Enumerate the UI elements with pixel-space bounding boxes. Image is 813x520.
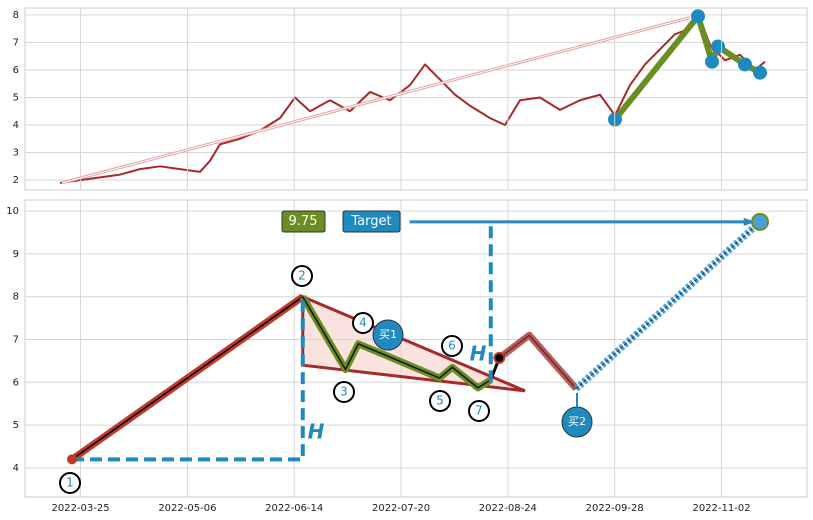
pivot <box>691 9 705 24</box>
wave-marker <box>441 335 463 357</box>
y-tick-label: 6 <box>13 65 19 76</box>
proj-core <box>575 221 761 390</box>
y-tick-label: 4 <box>13 120 19 131</box>
pivot <box>705 54 719 69</box>
x-tick-label: 2022-05-06 <box>158 503 216 514</box>
wave-label: 4 <box>359 316 367 330</box>
wave-label: 5 <box>436 394 444 408</box>
wave-marker <box>429 390 451 412</box>
y-tick-label: 3 <box>13 148 19 159</box>
start-point <box>67 454 78 465</box>
bottom-plot: 4 5 6 7 8 9 10 2022-03-25 2022-05-06 2022-06-14 20… <box>6 200 807 514</box>
x-tick-label: 2022-09-28 <box>586 503 644 514</box>
wave-label: 6 <box>448 339 456 353</box>
y-tick-label: 5 <box>13 92 19 103</box>
h-line <box>72 296 305 462</box>
y-tick-label: 10 <box>6 206 19 217</box>
wave-marker <box>291 265 313 287</box>
price <box>59 16 766 184</box>
zigzag-core <box>302 296 492 389</box>
wave-label: 1 <box>66 476 74 490</box>
y-tick-label: 7 <box>13 335 19 346</box>
y-tick-label: 5 <box>13 420 19 431</box>
y-tick-label: 8 <box>13 10 19 21</box>
wave-label: 3 <box>340 385 348 399</box>
y-tick-label: 4 <box>13 463 19 474</box>
breakout-point <box>493 351 506 364</box>
value-box <box>281 210 326 233</box>
leg-core <box>71 296 304 460</box>
wave-marker <box>333 381 355 403</box>
h-label: H <box>470 342 487 366</box>
y-tick-label: 2 <box>13 175 19 186</box>
x-tick-label: 2022-06-14 <box>265 503 323 514</box>
wave-marker <box>352 312 374 334</box>
buy-marker <box>372 319 404 351</box>
wave-label: 2 <box>298 269 306 283</box>
value-label: 9.75 <box>289 214 318 229</box>
target-box <box>342 210 401 233</box>
y-tick-label: 9 <box>13 249 19 260</box>
y-tick-label: 8 <box>13 292 19 303</box>
wave-marker <box>59 472 81 494</box>
h-label: H <box>308 420 325 444</box>
buy-label: 买1 <box>379 328 397 341</box>
target-point <box>750 212 769 231</box>
pivot <box>711 39 725 54</box>
wave-label: 7 <box>475 404 483 418</box>
pivot <box>738 57 752 72</box>
x-tick-label: 2022-03-25 <box>51 503 109 514</box>
x-tick-label: 2022-08-24 <box>479 503 537 514</box>
top-plot: 2 3 4 5 6 7 8 <box>13 8 807 190</box>
target-label: Target <box>350 214 391 229</box>
x-tick-label: 2022-07-20 <box>372 503 430 514</box>
trend-core <box>61 17 691 184</box>
arrow-head <box>743 217 756 226</box>
x-tick-label: 2022-11-02 <box>692 503 750 514</box>
buy-label: 买2 <box>568 415 586 428</box>
wave-marker <box>468 400 490 422</box>
proj-core <box>498 334 577 390</box>
y-tick-label: 7 <box>13 37 19 48</box>
y-tick-label: 6 <box>13 377 19 388</box>
pivot <box>753 65 767 80</box>
